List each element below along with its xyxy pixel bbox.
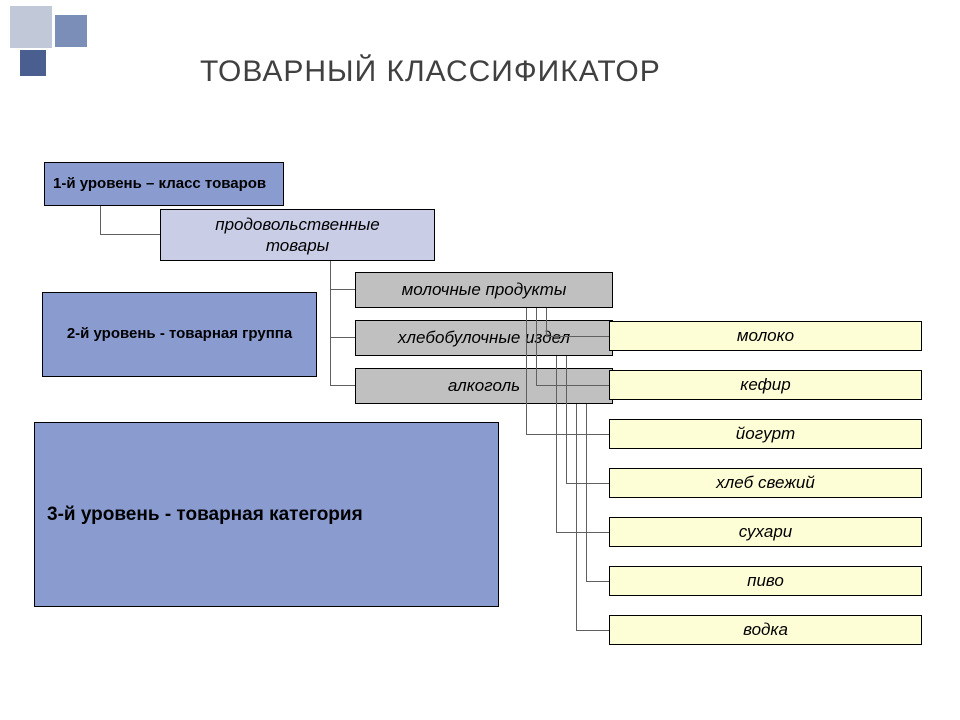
group2-label: хлебобулочные издел <box>398 327 570 348</box>
group1-label: молочные продукты <box>402 279 567 300</box>
level1-box: 1-й уровень – класс товаров <box>44 162 284 206</box>
decor-square-3 <box>20 50 46 76</box>
group2-box: хлебобулочные издел <box>355 320 613 356</box>
cat1-box: молоко <box>609 321 922 351</box>
connector <box>330 337 355 338</box>
decor-square-2 <box>55 15 87 47</box>
connector <box>546 308 547 336</box>
connector <box>576 404 577 630</box>
connector <box>100 206 101 234</box>
connector <box>566 483 609 484</box>
connector <box>556 356 557 532</box>
cat3-box: йогурт <box>609 419 922 449</box>
connector <box>536 385 609 386</box>
cat5-box: сухари <box>609 517 922 547</box>
connector <box>586 404 587 581</box>
decor-square-1 <box>10 6 52 48</box>
connector <box>576 630 609 631</box>
connector <box>526 308 527 434</box>
connector <box>566 356 567 483</box>
level1-label: 1-й уровень – класс товаров <box>53 175 266 194</box>
page-title: ТОВАРНЫЙ КЛАССИФИКАТОР <box>200 55 661 89</box>
cat4-label: хлеб свежий <box>716 472 815 493</box>
cat5-label: сухари <box>739 521 792 542</box>
connector <box>330 385 355 386</box>
connector <box>546 336 609 337</box>
cat6-label: пиво <box>747 570 784 591</box>
connector <box>100 234 160 235</box>
level3-box: 3-й уровень - товарная категория <box>34 422 499 607</box>
level2-box: 2-й уровень - товарная группа <box>42 292 317 377</box>
connector <box>330 289 355 290</box>
cat3-label: йогурт <box>736 423 795 444</box>
connector <box>330 261 331 386</box>
cat4-box: хлеб свежий <box>609 468 922 498</box>
class1-box: продовольственные товары <box>160 209 435 261</box>
connector <box>536 308 537 385</box>
connector <box>526 434 609 435</box>
connector <box>556 532 609 533</box>
group3-box: алкоголь <box>355 368 613 404</box>
class1-label: продовольственные товары <box>215 214 380 257</box>
level3-label: 3-й уровень - товарная категория <box>47 503 363 527</box>
cat2-box: кефир <box>609 370 922 400</box>
level2-label: 2-й уровень - товарная группа <box>67 325 292 344</box>
group3-label: алкоголь <box>448 375 520 396</box>
connector <box>586 581 609 582</box>
cat2-label: кефир <box>740 374 790 395</box>
cat1-label: молоко <box>737 325 794 346</box>
group1-box: молочные продукты <box>355 272 613 308</box>
cat7-box: водка <box>609 615 922 645</box>
cat7-label: водка <box>743 619 788 640</box>
cat6-box: пиво <box>609 566 922 596</box>
